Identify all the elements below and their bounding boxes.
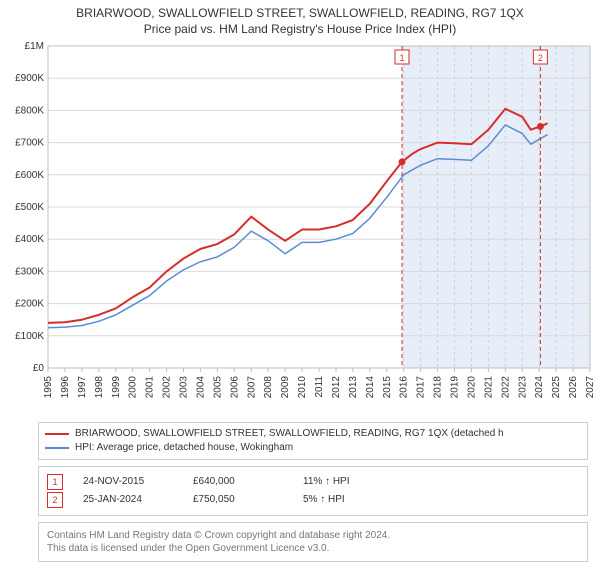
svg-text:2002: 2002 (162, 376, 173, 399)
svg-text:£500K: £500K (15, 202, 44, 213)
svg-text:2019: 2019 (450, 376, 461, 399)
svg-text:£0: £0 (33, 363, 45, 374)
legend-swatch (45, 433, 69, 435)
marker-chip: 1 (47, 474, 63, 490)
svg-text:1997: 1997 (77, 376, 88, 399)
svg-text:2010: 2010 (297, 376, 308, 399)
svg-text:2013: 2013 (348, 376, 359, 399)
svg-text:2020: 2020 (466, 376, 477, 399)
svg-text:2: 2 (538, 53, 543, 63)
svg-text:£100K: £100K (15, 331, 44, 342)
svg-text:2004: 2004 (195, 376, 206, 399)
marker-chip: 2 (47, 492, 63, 508)
marker-date: 24-NOV-2015 (83, 473, 173, 491)
legend-item: BRIARWOOD, SWALLOWFIELD STREET, SWALLOWF… (45, 427, 581, 441)
svg-text:2016: 2016 (399, 376, 410, 399)
svg-text:£1M: £1M (25, 41, 44, 52)
svg-text:1995: 1995 (43, 376, 54, 399)
line-chart: £0 £100K £200K £300K £400K £500K £600K £700K £80… (0, 38, 600, 418)
chart-area: £0 £100K £200K £300K £400K £500K £600K £700K £80… (0, 38, 600, 418)
chart-subtitle: Price paid vs. HM Land Registry's House … (4, 22, 596, 36)
svg-text:1998: 1998 (94, 376, 105, 399)
svg-text:2014: 2014 (365, 376, 376, 399)
svg-text:£200K: £200K (15, 299, 44, 310)
marker-row: 1 24-NOV-2015 £640,000 11% ↑ HPI (47, 473, 579, 491)
legend-label: BRIARWOOD, SWALLOWFIELD STREET, SWALLOWF… (75, 427, 504, 441)
svg-text:2018: 2018 (433, 376, 444, 399)
svg-text:2015: 2015 (382, 376, 393, 399)
svg-text:£800K: £800K (15, 105, 44, 116)
svg-text:2011: 2011 (314, 376, 325, 398)
marker-date: 25-JAN-2024 (83, 491, 173, 509)
svg-text:1: 1 (399, 53, 404, 63)
svg-text:2006: 2006 (229, 376, 240, 399)
svg-text:£400K: £400K (15, 234, 44, 245)
svg-text:£900K: £900K (15, 73, 44, 84)
svg-text:2024: 2024 (534, 376, 545, 399)
svg-text:£700K: £700K (15, 138, 44, 149)
svg-text:2000: 2000 (128, 376, 139, 399)
svg-text:2017: 2017 (416, 376, 427, 399)
svg-text:2027: 2027 (585, 376, 596, 399)
svg-text:2021: 2021 (483, 376, 494, 399)
marker-table: 1 24-NOV-2015 £640,000 11% ↑ HPI 2 25-JA… (38, 466, 588, 516)
svg-text:£600K: £600K (15, 170, 44, 181)
footer-attribution: Contains HM Land Registry data © Crown c… (38, 522, 588, 562)
svg-text:2003: 2003 (179, 376, 190, 399)
svg-text:£300K: £300K (15, 266, 44, 277)
svg-text:2001: 2001 (145, 376, 156, 399)
svg-text:2009: 2009 (280, 376, 291, 399)
marker-delta: 5% ↑ HPI (303, 491, 393, 509)
marker-delta: 11% ↑ HPI (303, 473, 393, 491)
marker-price: £640,000 (193, 473, 283, 491)
legend-item: HPI: Average price, detached house, Woki… (45, 441, 581, 455)
svg-text:2012: 2012 (331, 376, 342, 399)
marker-price: £750,050 (193, 491, 283, 509)
legend-swatch (45, 447, 69, 449)
legend-label: HPI: Average price, detached house, Woki… (75, 441, 293, 455)
svg-text:2008: 2008 (263, 376, 274, 399)
chart-title: BRIARWOOD, SWALLOWFIELD STREET, SWALLOWF… (4, 6, 596, 20)
svg-text:2007: 2007 (246, 376, 257, 399)
svg-text:2025: 2025 (551, 376, 562, 399)
svg-text:2026: 2026 (568, 376, 579, 399)
footer-line: This data is licensed under the Open Gov… (47, 542, 579, 555)
legend: BRIARWOOD, SWALLOWFIELD STREET, SWALLOWF… (38, 422, 588, 460)
svg-text:2005: 2005 (212, 376, 223, 399)
marker-row: 2 25-JAN-2024 £750,050 5% ↑ HPI (47, 491, 579, 509)
footer-line: Contains HM Land Registry data © Crown c… (47, 529, 579, 542)
svg-text:2022: 2022 (500, 376, 511, 399)
svg-text:1996: 1996 (60, 376, 71, 399)
svg-text:1999: 1999 (111, 376, 122, 399)
svg-text:2023: 2023 (517, 376, 528, 399)
